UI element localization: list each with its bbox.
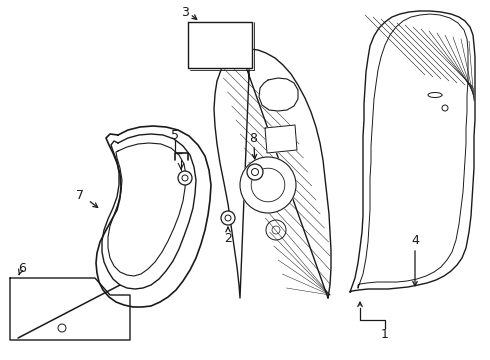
Text: 4: 4	[411, 234, 419, 247]
Text: 6: 6	[18, 261, 26, 275]
Polygon shape	[214, 49, 331, 298]
Circle shape	[178, 171, 192, 185]
Text: 2: 2	[224, 231, 232, 244]
Polygon shape	[265, 125, 297, 153]
Polygon shape	[240, 157, 296, 213]
Circle shape	[247, 164, 263, 180]
Text: 3: 3	[181, 5, 189, 18]
Text: 8: 8	[249, 131, 257, 144]
Polygon shape	[10, 278, 130, 340]
Ellipse shape	[428, 93, 442, 98]
Text: 1: 1	[381, 328, 389, 342]
Polygon shape	[259, 78, 298, 111]
Polygon shape	[188, 22, 252, 68]
Text: 5: 5	[171, 129, 179, 141]
Text: 7: 7	[76, 189, 84, 202]
Polygon shape	[350, 11, 475, 292]
Circle shape	[221, 211, 235, 225]
